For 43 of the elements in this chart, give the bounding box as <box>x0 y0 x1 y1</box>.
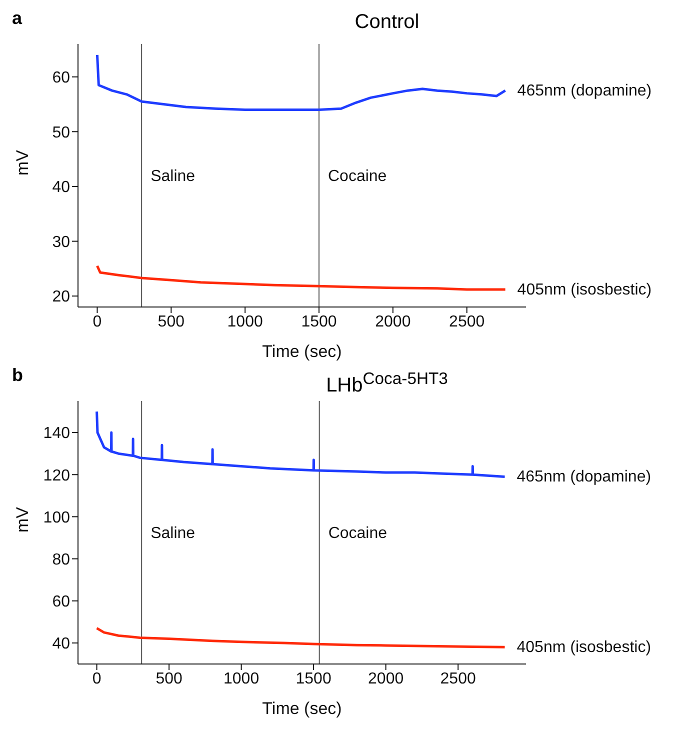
line-series <box>96 264 507 291</box>
series-label: 405nm (isosbestic) <box>517 281 652 298</box>
y-tick-label: 40 <box>52 179 70 196</box>
x-axis-title: Time (sec) <box>262 699 342 718</box>
y-tick-label: 140 <box>43 425 70 442</box>
x-tick-label: 2500 <box>449 313 485 330</box>
x-tick-label: 1500 <box>301 313 337 330</box>
y-tick-label: 60 <box>52 594 70 611</box>
ref-line-label: Saline <box>150 168 196 186</box>
series-label: 465nm (dopamine) <box>516 468 652 486</box>
line-series <box>96 54 507 111</box>
x-tick-label: 2000 <box>375 313 411 330</box>
x-tick-label: 500 <box>156 670 182 688</box>
y-tick-label: 100 <box>43 509 70 526</box>
y-tick-label: 80 <box>52 551 70 568</box>
x-tick-label: 1000 <box>227 313 263 330</box>
y-axis-title: mV <box>13 149 32 176</box>
x-tick-label: 2000 <box>368 670 404 688</box>
x-axis-title: Time (sec) <box>262 342 342 361</box>
series-label: 405nm (isosbestic) <box>516 639 652 656</box>
x-tick-label: 1500 <box>296 670 332 688</box>
y-tick-label: 60 <box>52 70 70 87</box>
x-tick-label: 1000 <box>224 670 260 688</box>
y-tick-label: 30 <box>52 234 70 251</box>
line-series <box>96 410 506 478</box>
chart-title: Control <box>354 11 420 33</box>
text: a <box>12 8 22 29</box>
y-tick-label: 120 <box>43 467 70 484</box>
y-tick-label: 50 <box>52 124 70 142</box>
x-tick-label: 0 <box>92 670 102 688</box>
y-axis-title: mV <box>13 506 32 532</box>
ref-line-label: Cocaine <box>328 168 387 186</box>
y-tick-label: 20 <box>52 288 70 306</box>
chart-title: LHb$^{Coca-5HT3}$ <box>326 369 448 397</box>
text: b <box>12 365 23 386</box>
ref-line-label: Saline <box>150 525 196 542</box>
line-series <box>96 626 506 648</box>
series-label: 465nm (dopamine) <box>517 82 652 100</box>
y-tick-label: 40 <box>52 636 70 653</box>
x-tick-label: 500 <box>158 313 185 330</box>
x-tick-label: 0 <box>92 313 102 330</box>
ref-line-label: Cocaine <box>328 525 388 542</box>
x-tick-label: 2500 <box>440 670 476 688</box>
